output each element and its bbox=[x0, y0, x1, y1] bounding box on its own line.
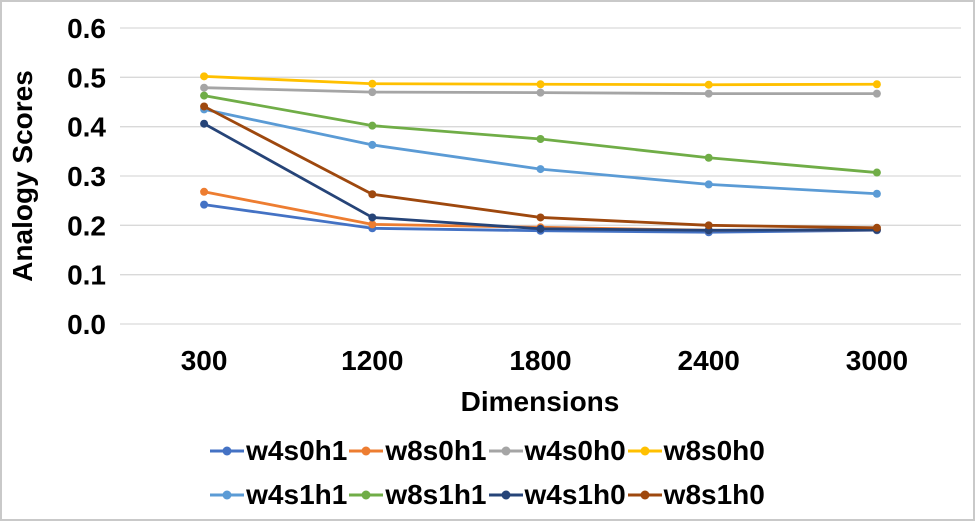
data-point-w8s0h1-300 bbox=[200, 187, 209, 196]
data-point-w4s0h0-1800 bbox=[536, 88, 545, 97]
data-point-w4s1h1-1800 bbox=[536, 165, 545, 174]
x-tick-label: 1200 bbox=[341, 345, 403, 376]
data-point-w8s1h1-300 bbox=[200, 91, 209, 100]
data-point-w4s1h0-1800 bbox=[536, 224, 545, 233]
data-point-w8s0h0-3000 bbox=[872, 80, 881, 89]
x-tick-label: 3000 bbox=[846, 345, 908, 376]
data-point-w8s0h1-1200 bbox=[368, 220, 377, 229]
data-point-w4s1h1-3000 bbox=[872, 189, 881, 198]
y-tick-label: 0.3 bbox=[67, 161, 106, 192]
legend-item-w8s1h0: w8s1h0 bbox=[627, 479, 765, 510]
data-point-w8s1h0-3000 bbox=[872, 223, 881, 232]
data-point-w4s1h1-2400 bbox=[704, 180, 713, 189]
y-axis-title: Analogy Scores bbox=[7, 70, 38, 282]
data-point-w4s0h0-1200 bbox=[368, 88, 377, 97]
legend-item-w4s0h1: w4s0h1 bbox=[210, 437, 347, 465]
legend-item-label: w8s0h1 bbox=[385, 435, 487, 466]
legend-line-marker-icon bbox=[210, 446, 245, 456]
legend-line-marker-icon bbox=[488, 446, 523, 456]
data-point-w8s0h0-2400 bbox=[704, 80, 713, 89]
data-point-w4s1h0-1200 bbox=[368, 213, 377, 222]
data-point-w8s1h1-2400 bbox=[704, 153, 713, 162]
legend-item-label: w4s0h0 bbox=[524, 435, 626, 466]
legend-line-marker-icon bbox=[627, 490, 662, 500]
gridlines bbox=[120, 27, 961, 325]
analogy-scores-chart: 0.00.10.20.30.40.50.6 300 1200 1800 2400 300… bbox=[7, 13, 961, 417]
series-w8s0h0 bbox=[200, 72, 881, 89]
data-point-w4s0h1-300 bbox=[200, 200, 209, 209]
series-w4s0h0 bbox=[200, 83, 881, 98]
legend-item-label: w4s1h0 bbox=[524, 479, 626, 510]
legend-item-label: w4s1h1 bbox=[246, 479, 348, 510]
legend-item-label: w8s1h0 bbox=[663, 479, 765, 510]
legend-line-marker-icon bbox=[488, 490, 523, 500]
legend-line-marker-icon bbox=[627, 446, 662, 456]
data-point-w8s1h0-2400 bbox=[704, 221, 713, 230]
chart-legend: w4s0h1 w8s0h1 w4s0h0 w8s0h0 w4s1h1 w8s1h1 w4s1… bbox=[2, 432, 973, 514]
x-tick-label: 1800 bbox=[509, 345, 571, 376]
x-tick-label: 2400 bbox=[678, 345, 740, 376]
x-tick-label: 300 bbox=[181, 345, 228, 376]
series-w4s1h1 bbox=[200, 105, 881, 198]
data-point-w8s1h1-1200 bbox=[368, 121, 377, 130]
data-point-w8s1h1-1800 bbox=[536, 135, 545, 143]
data-point-w8s1h0-300 bbox=[200, 102, 209, 111]
legend-item-label: w4s0h1 bbox=[246, 435, 348, 466]
y-tick-label: 0.6 bbox=[67, 13, 106, 44]
legend-line-marker-icon bbox=[349, 490, 384, 500]
legend-row: w4s0h1 w8s0h1 w4s0h0 w8s0h0 bbox=[209, 432, 766, 470]
x-axis-title: Dimensions bbox=[461, 386, 620, 417]
y-tick-label: 0.2 bbox=[67, 210, 106, 241]
data-point-w8s1h1-3000 bbox=[872, 168, 881, 177]
legend-line-marker-icon bbox=[349, 446, 384, 456]
data-point-w4s1h0-300 bbox=[200, 119, 209, 128]
legend-item-label: w8s0h0 bbox=[663, 435, 765, 466]
x-axis-tick-labels: 300 1200 1800 2400 3000 bbox=[181, 345, 908, 376]
data-point-w4s1h1-1200 bbox=[368, 140, 377, 149]
legend-row: w4s1h1 w8s1h1 w4s1h0 w8s1h0 bbox=[209, 476, 766, 514]
y-tick-label: 0.4 bbox=[67, 112, 106, 143]
y-tick-label: 0.0 bbox=[67, 309, 106, 340]
data-point-w8s0h0-300 bbox=[200, 72, 209, 81]
data-point-w8s1h0-1200 bbox=[368, 190, 377, 199]
data-point-w4s0h0-3000 bbox=[872, 89, 881, 98]
data-point-w8s1h0-1800 bbox=[536, 213, 545, 222]
data-point-w8s0h0-1200 bbox=[368, 79, 377, 88]
series-w8s1h1 bbox=[200, 91, 881, 177]
legend-item-w8s0h1: w8s0h1 bbox=[349, 435, 487, 466]
legend-item-w8s0h0: w8s0h0 bbox=[627, 435, 765, 466]
series-lines bbox=[200, 72, 881, 237]
data-point-w4s0h0-300 bbox=[200, 83, 209, 92]
legend-item-label: w8s1h1 bbox=[385, 479, 487, 510]
y-tick-label: 0.5 bbox=[67, 62, 106, 93]
legend-item-w4s1h0: w4s1h0 bbox=[488, 479, 626, 510]
legend-item-w4s1h1: w4s1h1 bbox=[210, 481, 347, 509]
legend-item-w4s0h0: w4s0h0 bbox=[488, 435, 626, 466]
data-point-w4s0h0-2400 bbox=[704, 89, 713, 98]
y-axis-tick-labels: 0.0 0.1 0.2 0.3 0.4 0.5 0.6 bbox=[67, 13, 106, 340]
legend-line-marker-icon bbox=[210, 490, 245, 500]
series-w8s1h0 bbox=[200, 102, 881, 232]
y-tick-label: 0.1 bbox=[67, 260, 106, 291]
series-line-w8s1h1 bbox=[202, 94, 879, 174]
legend-item-w8s1h1: w8s1h1 bbox=[349, 479, 487, 510]
data-point-w8s0h0-1800 bbox=[536, 80, 545, 89]
